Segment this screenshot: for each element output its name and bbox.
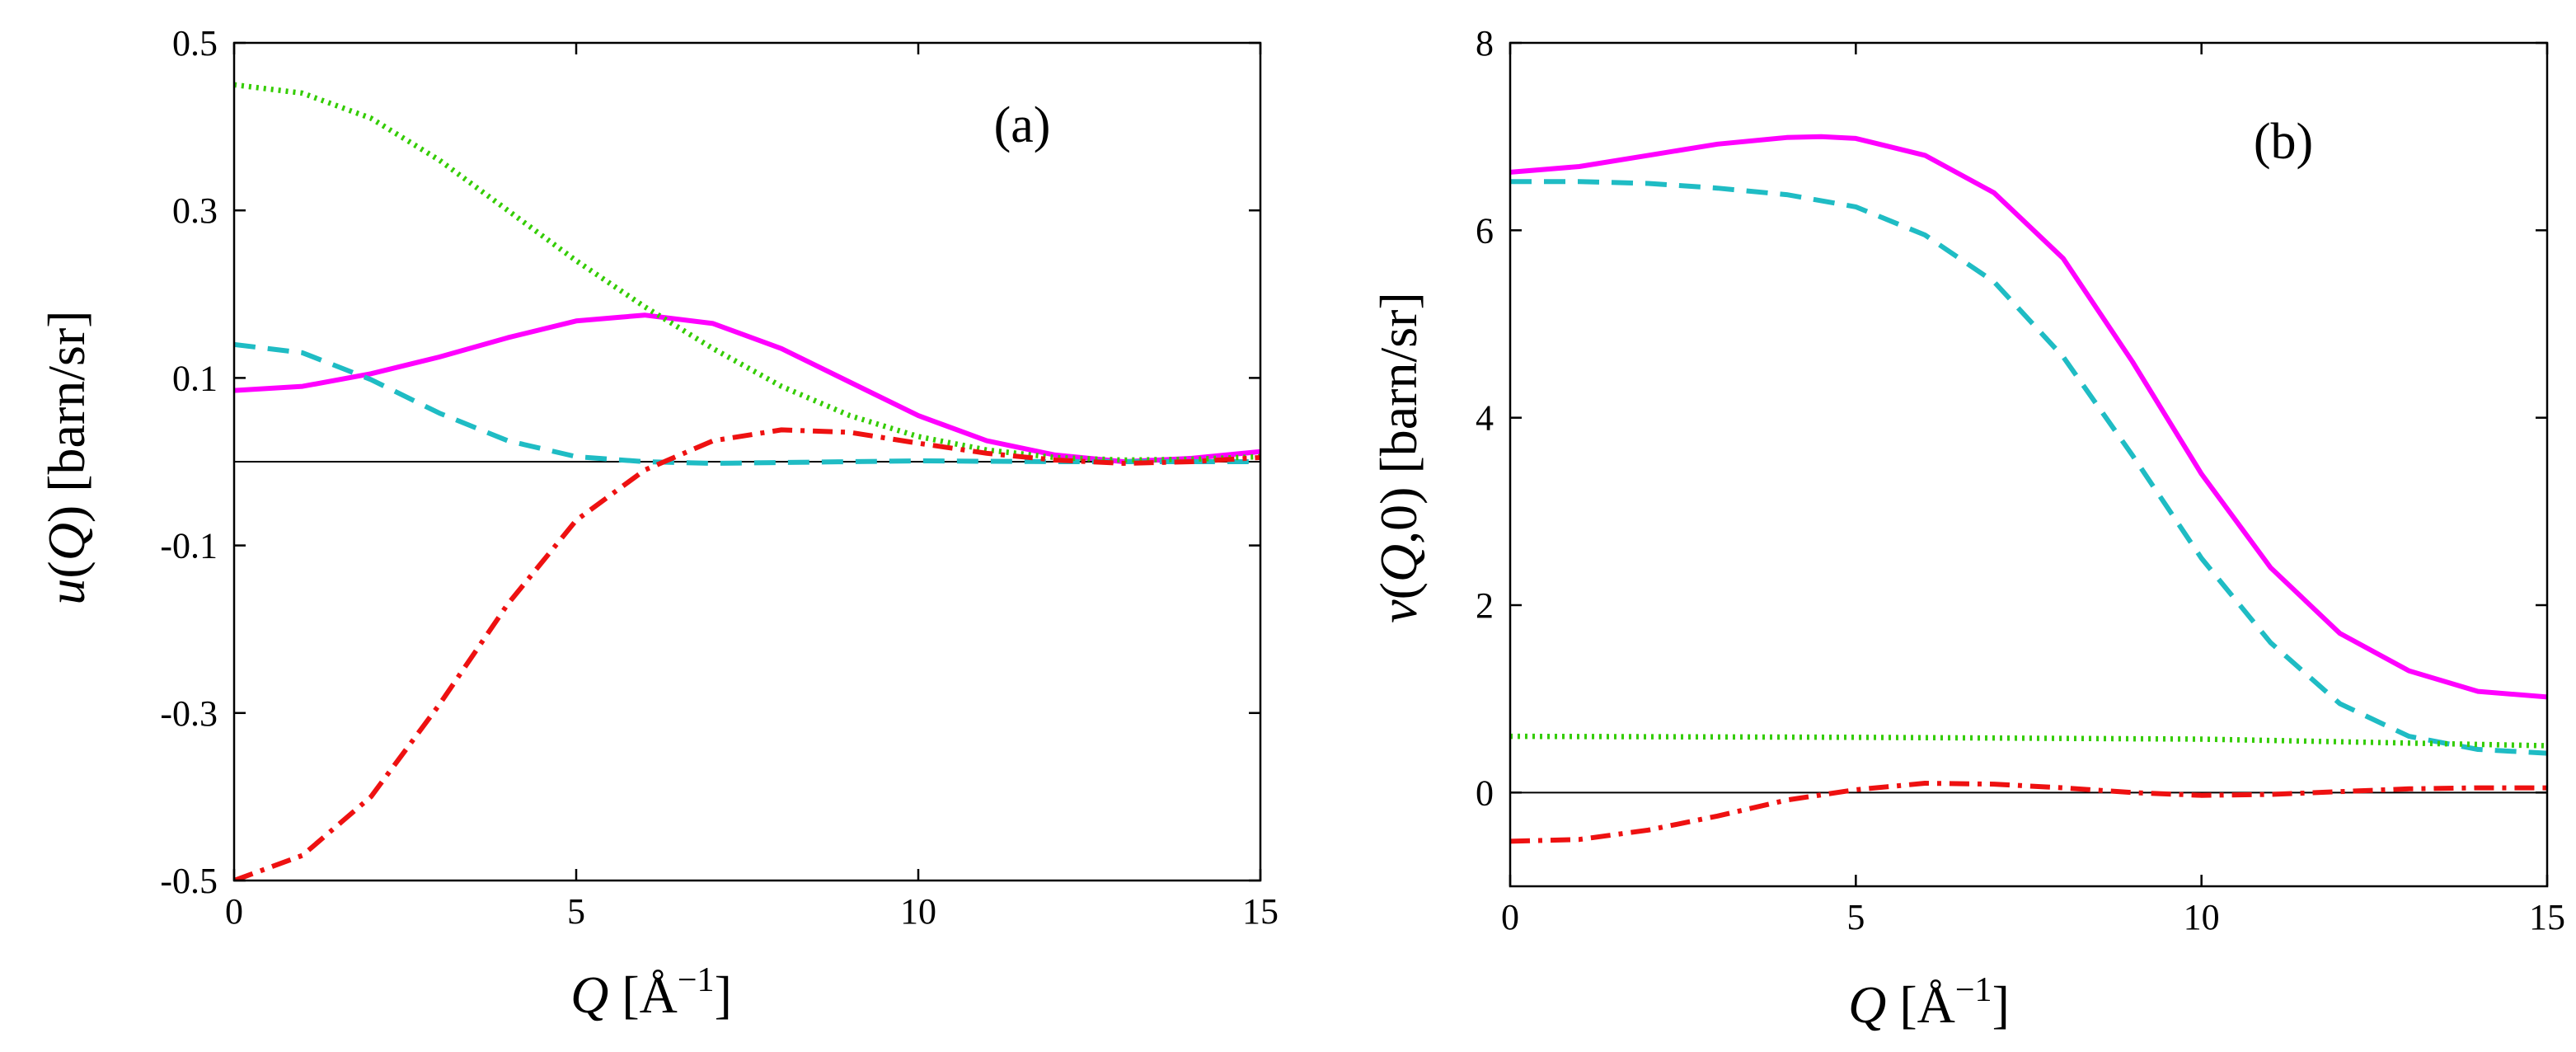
plot-frame-a	[232, 41, 1262, 882]
panel-label-a: (a)	[994, 97, 1051, 153]
y-axis-title-a: u(Q) [barn/sr]	[37, 310, 96, 604]
y-tick-label-a: 0.5	[172, 23, 218, 63]
series-line-green-dotted-a	[234, 82, 1260, 463]
series-line-green-dotted-b	[1510, 733, 2547, 749]
y-tick-label-b: 0	[1476, 773, 1494, 813]
y-tick-label-a: -0.5	[160, 861, 218, 901]
series-line-magenta-solid-b	[1510, 134, 2547, 700]
y-tick-label-a: -0.1	[160, 526, 218, 566]
y-tick-label-a: -0.3	[160, 693, 218, 734]
series-group-a	[234, 82, 1260, 881]
plot-area-b: 0 5 10 15 0 2 4 6 8	[1476, 23, 2565, 937]
y-axis-title-b: v(Q,0) [barn/sr]	[1369, 292, 1428, 623]
series-group-b	[1510, 134, 2547, 844]
y-tick-label-b: 2	[1476, 585, 1494, 626]
y-tick-label-b: 4	[1476, 398, 1494, 439]
y-tick-label-a: 0.3	[172, 190, 218, 231]
panel-label-b: (b)	[2254, 114, 2313, 170]
panel-a: 0 5 10 15-0.5-0.3-0.10.10.30.5 (a) Q [Å−1] …	[37, 23, 1279, 1024]
y-tick-label-b: 6	[1476, 210, 1494, 251]
series-line-red-dashdot-b	[1510, 781, 2547, 844]
x-tick-label-a: 15	[1242, 891, 1279, 932]
y-tick-label-a: 0.1	[172, 358, 218, 398]
x-axis-title-b: Q [Å−1]	[1848, 971, 2010, 1034]
series-line-red-dashdot-a	[234, 427, 1260, 881]
series-line-cyan-dashed-b	[1510, 179, 2547, 756]
y-tick-label-b: 8	[1476, 23, 1494, 63]
x-axis-title-a: Q [Å−1]	[570, 961, 732, 1024]
panel-b: 0 5 10 15 0 2 4 6 8 (b) Q [Å−1] v(Q,0) [barn/sr]	[1369, 23, 2565, 1034]
series-line-cyan-dashed-a	[234, 341, 1260, 466]
plot-area-a: 0 5 10 15 -0.5 -0.3 -0.1 0.1 0.3 0.5	[160, 23, 1279, 932]
x-tick-label-b: 0	[1501, 897, 1519, 937]
x-tick-label-a: 5	[567, 891, 585, 932]
x-tick-label-b: 15	[2529, 897, 2565, 937]
plot-frame-b	[1509, 41, 2549, 888]
x-tick-label-b: 5	[1846, 897, 1865, 937]
x-tick-label-b: 10	[2184, 897, 2220, 937]
x-tick-label-a: 0	[225, 891, 243, 932]
x-tick-label-a: 10	[900, 891, 936, 932]
